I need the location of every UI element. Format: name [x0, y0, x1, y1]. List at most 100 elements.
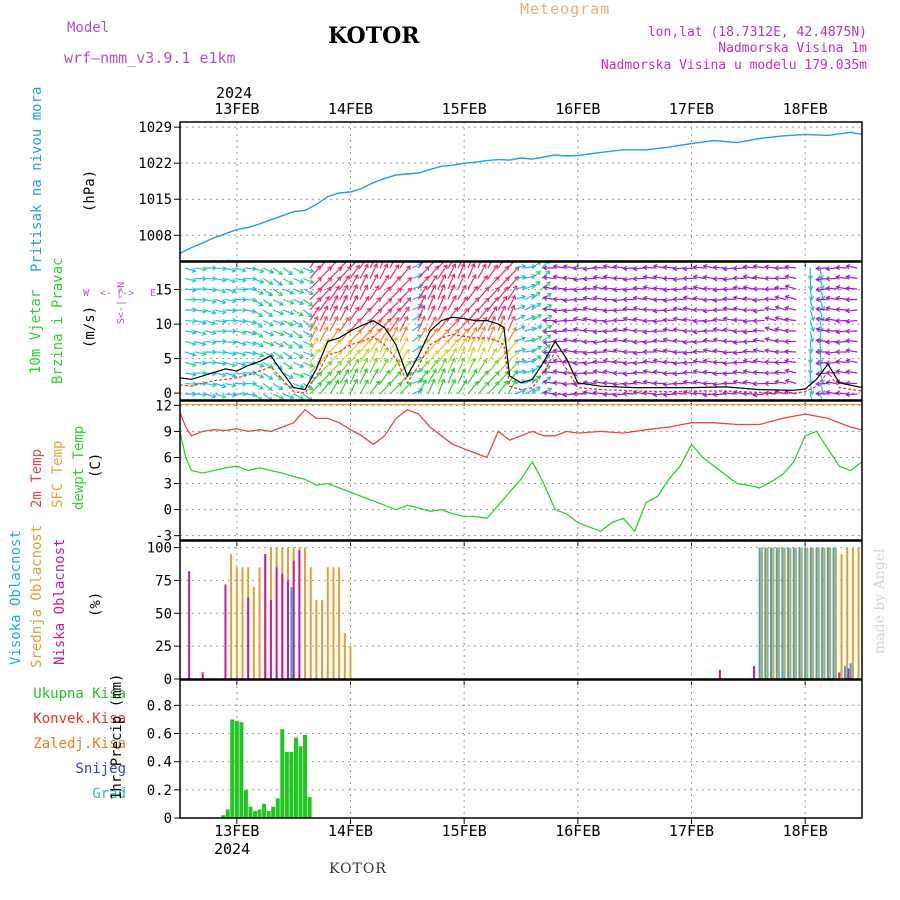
wind-arrow-head	[452, 295, 457, 301]
wind-arrow	[553, 359, 565, 364]
wind-arrow-head	[845, 391, 851, 398]
panel-frame	[179, 679, 863, 819]
precip-bar	[303, 734, 308, 818]
wind-arrow	[417, 266, 430, 279]
wind-arrow-head	[552, 358, 558, 364]
wind-arrow	[846, 287, 858, 290]
wind-arrow	[184, 361, 196, 366]
wind-arrow-head	[692, 318, 698, 324]
wind-arrow-head	[652, 328, 658, 334]
wind-arrow	[583, 361, 595, 365]
y-tick-label: 6	[164, 450, 172, 466]
wind-arrow	[214, 382, 226, 388]
wind-arrow-head	[662, 381, 668, 387]
wind-arrow	[809, 278, 812, 290]
wind-arrow	[563, 360, 575, 364]
wind-arrow	[563, 265, 575, 269]
wind-arrow	[723, 298, 735, 301]
wind-arrow	[836, 297, 848, 301]
wind-arrow-head	[451, 378, 457, 384]
wind-arrow-head	[492, 254, 496, 258]
wind-arrow	[753, 276, 765, 280]
wind-arrow-head	[357, 256, 361, 260]
wind-arrow	[194, 267, 206, 271]
wind-arrow-head	[562, 327, 568, 333]
wind-arrow	[282, 277, 293, 285]
y-tick-label: 0	[164, 811, 172, 827]
wind-arrow	[743, 286, 755, 290]
wind-arrow	[319, 277, 332, 290]
wind-arrow-head	[773, 349, 779, 355]
wind-arrow-head	[252, 286, 258, 292]
wind-arrow-head	[783, 328, 789, 334]
wind-arrow	[723, 307, 735, 311]
precip-bar	[239, 722, 244, 818]
wind-arrow	[673, 277, 685, 281]
wind-arrow-head	[542, 295, 548, 301]
wind-arrow-head	[835, 295, 841, 301]
wind-arrow-head	[652, 285, 658, 292]
wind-arrow-head	[562, 392, 568, 398]
wind-arrow-head	[546, 281, 552, 287]
wind-arrow-head	[632, 316, 638, 323]
wind-arrow	[541, 262, 550, 269]
wind-arrow	[349, 349, 361, 363]
wind-arrow-head	[783, 338, 789, 345]
wind-arrow	[389, 262, 394, 269]
wind-arrow	[262, 351, 274, 357]
wind-arrow-head	[308, 301, 314, 307]
wind-arrow	[541, 334, 552, 342]
wind-arrow-head	[712, 264, 718, 271]
wind-arrow	[359, 379, 369, 395]
wind-arrow	[262, 383, 273, 391]
wind-arrow-head	[242, 371, 248, 377]
wind-arrow	[487, 371, 500, 384]
wind-arrow	[613, 382, 625, 386]
wind-arrow-head	[682, 360, 688, 366]
wind-arrow	[713, 382, 725, 386]
wind-arrow-head	[406, 360, 412, 366]
wind-arrow	[683, 351, 695, 354]
wind-arrow	[184, 277, 196, 282]
wind-arrow-head	[202, 392, 208, 398]
wind-arrow	[563, 382, 575, 386]
wind-arrow-head	[682, 275, 688, 282]
wind-arrow	[753, 265, 765, 269]
wind-arrow-head	[366, 338, 371, 344]
wind-arrow	[319, 266, 332, 279]
wind-arrow	[573, 318, 585, 322]
wind-arrow	[292, 382, 304, 389]
wind-arrow	[339, 295, 348, 311]
wind-arrow-head	[241, 351, 247, 357]
wind-arrow-head	[783, 348, 789, 355]
wind-arrow	[349, 329, 362, 342]
wind-arrow	[447, 284, 455, 300]
watermark: made by Angel	[872, 548, 888, 655]
wind-arrow-head	[592, 284, 598, 291]
wind-arrow	[826, 287, 838, 290]
altitude-text: Nadmorska Visina 1m	[718, 41, 867, 56]
wind-arrow-head	[662, 337, 668, 343]
wind-arrow	[743, 266, 755, 269]
precip-bar	[262, 803, 267, 818]
wind-arrow-head	[784, 284, 790, 290]
wind-arrow-head	[672, 265, 678, 272]
wind-arrow	[427, 369, 437, 384]
wind-arrow-head	[211, 330, 217, 336]
wind-arrow	[194, 340, 206, 346]
wind-arrow	[427, 350, 440, 363]
wind-arrow-head	[422, 285, 428, 291]
wind-arrow	[467, 297, 480, 311]
wind-arrow	[329, 350, 342, 363]
wind-arrow	[573, 277, 585, 281]
wind-arrow	[359, 348, 370, 363]
wind-arrow-head	[346, 359, 351, 365]
wind-arrow	[673, 328, 685, 332]
wind-arrow-head	[562, 308, 568, 314]
compass-w: W	[83, 288, 90, 299]
wind-arrow	[349, 265, 360, 279]
wind-arrow	[302, 351, 314, 357]
wind-arrow	[683, 296, 695, 301]
wind-arrow	[809, 320, 814, 332]
wind-arrow	[282, 382, 294, 389]
